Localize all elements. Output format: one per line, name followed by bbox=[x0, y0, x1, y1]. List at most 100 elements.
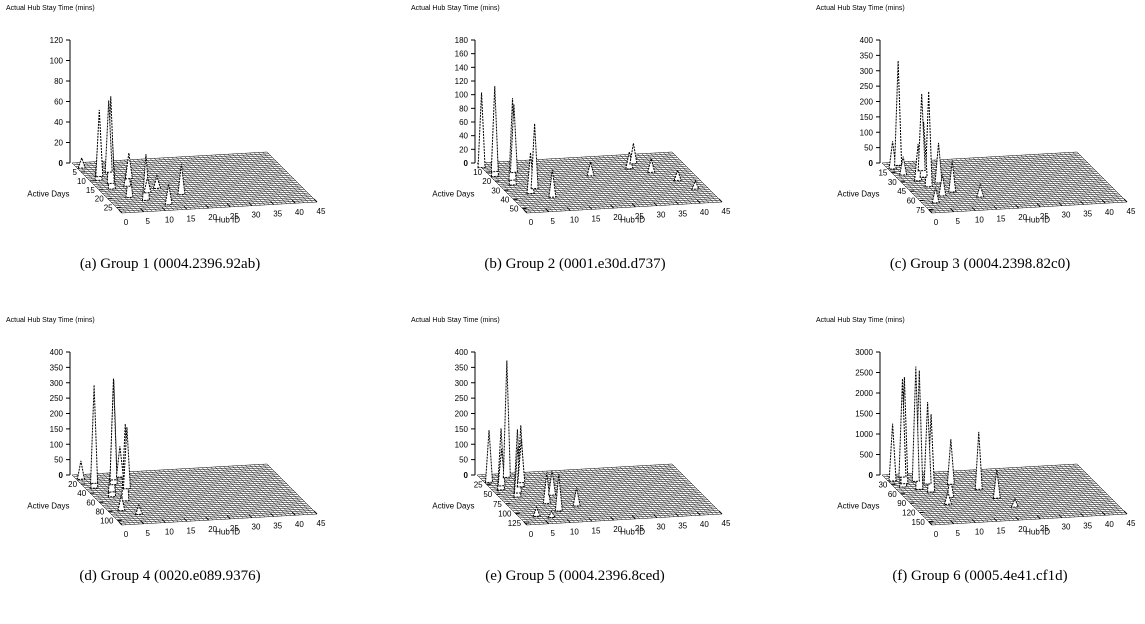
floor-mesh bbox=[607, 468, 657, 518]
floor-mesh bbox=[250, 153, 300, 203]
floor-mesh bbox=[1051, 465, 1101, 515]
floor-mesh bbox=[167, 158, 217, 208]
floor-mesh bbox=[650, 465, 700, 515]
x-tick-label: 10 bbox=[165, 216, 174, 225]
peak bbox=[630, 143, 637, 164]
x-axis-label: Hub ID bbox=[620, 216, 645, 225]
peak bbox=[533, 507, 540, 516]
floor-mesh bbox=[581, 469, 631, 519]
floor-mesh bbox=[564, 470, 614, 520]
floor-mesh bbox=[551, 159, 601, 209]
y-tick-label: 80 bbox=[95, 507, 104, 516]
floor-mesh bbox=[245, 465, 295, 515]
floor-mesh bbox=[568, 158, 618, 208]
floor-mesh bbox=[646, 465, 696, 515]
floor-mesh bbox=[228, 154, 278, 204]
floor-mesh bbox=[655, 465, 705, 515]
floor-mesh bbox=[1008, 156, 1058, 206]
x-tick-label: 10 bbox=[975, 216, 984, 225]
floor-mesh bbox=[219, 467, 269, 517]
x-tick-label: 5 bbox=[145, 217, 150, 226]
peak bbox=[531, 124, 538, 189]
peak bbox=[96, 110, 103, 177]
surface-plot: 050100150200250300350400Actual Hub Stay … bbox=[816, 5, 1136, 272]
floor-mesh bbox=[258, 464, 308, 514]
floor-mesh bbox=[137, 471, 187, 521]
floor-mesh bbox=[185, 469, 235, 519]
x-tick-label: 30 bbox=[657, 211, 666, 220]
x-tick-label: 40 bbox=[700, 520, 709, 529]
floor-mesh bbox=[964, 470, 1014, 520]
x-tick-label: 10 bbox=[570, 216, 579, 225]
floor-mesh bbox=[938, 160, 988, 210]
z-tick-label: 300 bbox=[50, 379, 64, 388]
floor-mesh bbox=[1008, 468, 1058, 518]
floor-mesh bbox=[663, 152, 713, 202]
floor-mesh bbox=[629, 466, 679, 516]
floor-mesh bbox=[193, 156, 243, 206]
floor-mesh bbox=[1034, 154, 1084, 204]
floor-mesh bbox=[215, 155, 265, 205]
floor-mesh bbox=[1029, 155, 1079, 205]
floor-mesh bbox=[960, 159, 1010, 209]
floor-mesh bbox=[1016, 155, 1066, 205]
floor-mesh bbox=[1051, 153, 1101, 203]
floor-mesh bbox=[637, 466, 687, 516]
x-tick-label: 15 bbox=[187, 214, 196, 223]
z-tick-label: 400 bbox=[860, 36, 874, 45]
z-tick-label: 200 bbox=[50, 410, 64, 419]
x-tick bbox=[929, 522, 932, 525]
z-tick-label: 160 bbox=[455, 50, 469, 59]
z-tick-label: 250 bbox=[50, 394, 64, 403]
floor-mesh bbox=[598, 468, 648, 518]
peak bbox=[486, 430, 493, 482]
floor-mesh bbox=[659, 153, 709, 203]
floor-mesh bbox=[124, 472, 174, 522]
floor-mesh bbox=[172, 469, 222, 519]
x-tick-label: 0 bbox=[529, 218, 534, 227]
y-tick-label: 15 bbox=[878, 168, 887, 177]
x-tick-label: 40 bbox=[295, 208, 304, 217]
peak bbox=[977, 185, 984, 197]
floor-mesh bbox=[1060, 153, 1110, 203]
floor-mesh bbox=[146, 471, 196, 521]
floor-mesh bbox=[150, 471, 200, 521]
floor-mesh bbox=[237, 466, 287, 516]
y-tick-label: 120 bbox=[902, 509, 916, 518]
floor-mesh bbox=[995, 157, 1045, 207]
x-tick-label: 35 bbox=[678, 521, 687, 530]
floor-mesh bbox=[930, 472, 980, 522]
floor-mesh bbox=[533, 160, 583, 210]
floor-mesh bbox=[1003, 156, 1053, 206]
floor-mesh bbox=[1025, 467, 1075, 517]
y-tick-label: 75 bbox=[493, 500, 502, 509]
z-tick-label: 3000 bbox=[855, 348, 873, 357]
z-tick-label: 2000 bbox=[855, 389, 873, 398]
z-tick-label: 150 bbox=[455, 425, 469, 434]
floor-mesh bbox=[960, 471, 1010, 521]
z-tick-label: 100 bbox=[455, 440, 469, 449]
x-tick-label: 10 bbox=[165, 528, 174, 537]
z-tick-label: 0 bbox=[464, 159, 469, 168]
floor-mesh bbox=[969, 158, 1019, 208]
floor-mesh bbox=[180, 157, 230, 207]
z-tick-label: 80 bbox=[54, 77, 63, 86]
peak bbox=[165, 184, 172, 205]
floor-mesh bbox=[180, 469, 230, 519]
floor-mesh bbox=[564, 158, 614, 208]
caption: (f) Group 6 (0005.4e41.cf1d) bbox=[892, 568, 1067, 584]
x-tick-label: 15 bbox=[592, 214, 601, 223]
floor-mesh bbox=[189, 468, 239, 518]
x-tick-label: 0 bbox=[934, 530, 939, 539]
z-tick-label: 100 bbox=[455, 91, 469, 100]
y-tick-label: 25 bbox=[104, 204, 113, 213]
peak bbox=[116, 446, 123, 477]
peak bbox=[895, 61, 902, 166]
floor-mesh bbox=[159, 470, 209, 520]
floor-mesh bbox=[616, 155, 666, 205]
floor-mesh bbox=[990, 157, 1040, 207]
y-axis-label: Active Days bbox=[837, 502, 879, 511]
z-tick-label: 350 bbox=[860, 51, 874, 60]
x-tick-label: 5 bbox=[145, 529, 150, 538]
